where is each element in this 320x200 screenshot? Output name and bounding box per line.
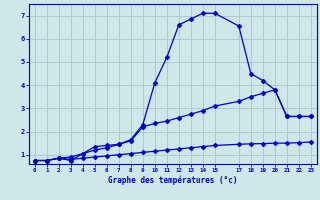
X-axis label: Graphe des températures (°c): Graphe des températures (°c)	[108, 176, 237, 185]
